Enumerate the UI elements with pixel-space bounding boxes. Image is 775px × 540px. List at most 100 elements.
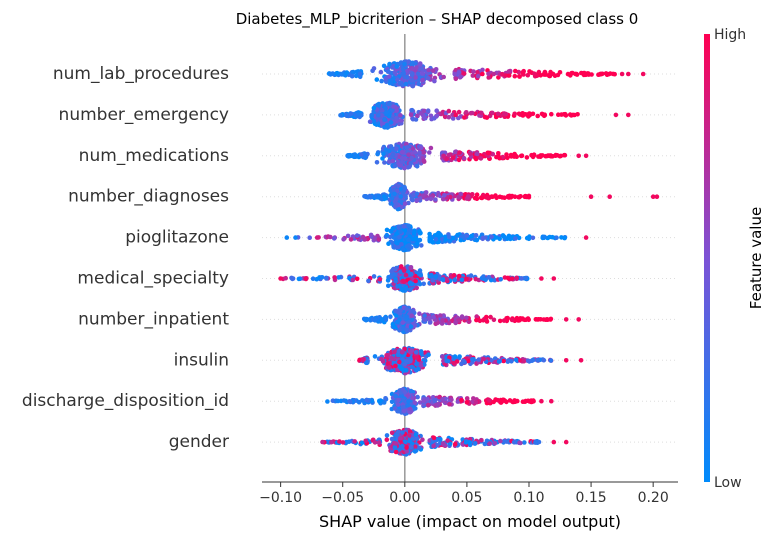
shap-point: [501, 318, 507, 323]
shap-point: [459, 315, 465, 320]
shap-point: [474, 237, 480, 243]
shap-point: [408, 265, 414, 271]
shap-point: [413, 350, 419, 355]
shap-point: [408, 324, 414, 330]
shap-point: [490, 110, 495, 116]
feature-row-pioglitazone: [284, 222, 589, 253]
shap-point: [547, 234, 552, 240]
shap-point: [530, 235, 536, 241]
shap-point: [376, 193, 382, 199]
shap-point: [381, 151, 386, 157]
shap-point: [346, 439, 352, 445]
shap-point: [514, 275, 519, 281]
shap-point: [400, 404, 406, 410]
shap-point: [403, 368, 409, 373]
shap-point: [408, 160, 414, 166]
shap-point: [464, 396, 470, 401]
shap-point: [431, 443, 436, 449]
feature-label: num_medications: [79, 146, 229, 166]
shap-point: [376, 440, 382, 445]
shap-point: [650, 194, 656, 199]
shap-point: [379, 317, 385, 322]
shap-point: [376, 237, 382, 242]
shap-point: [368, 195, 373, 200]
shap-point: [392, 191, 397, 197]
shap-point: [464, 110, 469, 115]
shap-point: [422, 108, 427, 114]
shap-point: [531, 399, 536, 404]
shap-point: [387, 61, 392, 67]
feature-label: number_emergency: [59, 105, 229, 125]
shap-point: [390, 226, 396, 231]
shap-point: [464, 400, 470, 405]
shap-point: [487, 441, 493, 446]
shap-point: [513, 68, 518, 74]
shap-point: [414, 361, 419, 367]
shap-point: [491, 317, 497, 323]
colorbar: High Low Feature value: [704, 27, 765, 491]
shap-point: [413, 367, 419, 373]
shap-point: [416, 71, 421, 76]
shap-point: [447, 401, 452, 407]
shap-point: [523, 194, 528, 200]
shap-point: [398, 435, 403, 441]
x-tick-label: −0.10: [259, 490, 302, 506]
shap-point: [278, 276, 283, 281]
shap-point: [421, 398, 427, 404]
shap-point: [487, 398, 492, 403]
shap-point: [497, 155, 502, 161]
shap-point: [406, 152, 411, 157]
shap-point: [512, 73, 518, 79]
shap-point: [338, 113, 343, 118]
shap-point: [442, 193, 447, 198]
shap-point: [354, 233, 360, 238]
shap-point: [492, 441, 498, 446]
shap-point: [453, 76, 459, 82]
shap-point: [438, 233, 443, 238]
shap-point: [425, 396, 430, 402]
shap-point: [412, 228, 417, 233]
shap-point: [401, 408, 407, 414]
shap-point: [374, 160, 380, 165]
shap-point: [328, 234, 333, 240]
shap-point: [367, 119, 373, 124]
feature-label: pioglitazone: [125, 228, 229, 248]
shap-point: [481, 274, 486, 279]
shap-point: [429, 272, 434, 278]
shap-point: [391, 152, 396, 158]
shap-point: [409, 271, 414, 277]
shap-point: [377, 276, 383, 282]
shap-point: [416, 81, 422, 87]
shap-point: [349, 73, 355, 79]
shap-point: [410, 308, 416, 314]
shap-point: [390, 267, 396, 272]
shap-point: [518, 358, 523, 363]
shap-point: [417, 400, 423, 405]
shap-point: [364, 360, 369, 365]
shap-point: [397, 234, 402, 240]
shap-point: [395, 188, 400, 194]
shap-point: [412, 449, 418, 454]
shap-point: [379, 356, 384, 362]
shap-point: [307, 235, 313, 240]
shap-point: [408, 112, 414, 117]
shap-point: [421, 193, 426, 198]
shap-point: [316, 235, 321, 240]
shap-point: [522, 440, 527, 445]
shap-point: [404, 314, 409, 320]
shap-point: [542, 234, 547, 240]
x-axis: −0.10 −0.05 0.00 0.05 0.10 0.15 0.20: [259, 481, 678, 506]
shap-point: [451, 273, 457, 278]
shap-point: [403, 193, 408, 199]
shap-point: [568, 73, 573, 78]
shap-point: [443, 237, 448, 242]
shap-point: [387, 365, 392, 370]
shap-point: [388, 120, 394, 125]
x-axis-label: SHAP value (impact on model output): [319, 512, 621, 531]
shap-point: [341, 398, 347, 403]
shap-point: [414, 164, 420, 169]
shap-point: [452, 354, 458, 359]
shap-point: [404, 327, 410, 333]
shap-point: [400, 349, 405, 355]
